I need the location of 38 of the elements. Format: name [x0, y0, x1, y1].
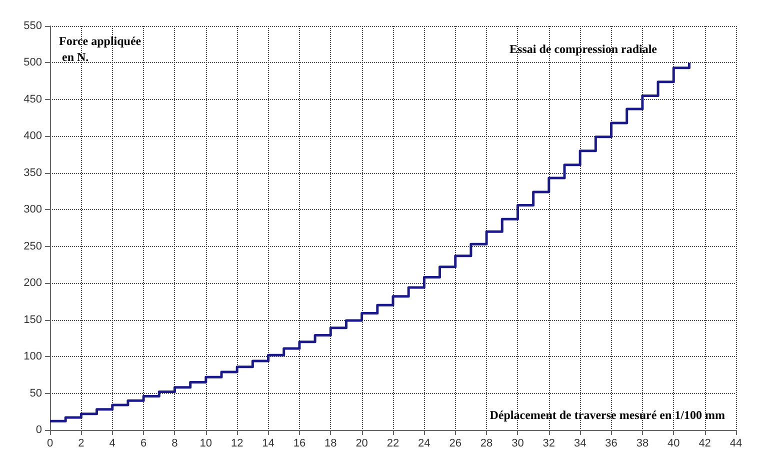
x-tick-label: 30	[512, 438, 524, 450]
x-tick-label: 8	[172, 438, 178, 450]
y-tick-label: 450	[24, 93, 42, 106]
x-tick-label: 22	[386, 438, 400, 450]
x-tick-label: 18	[324, 438, 337, 450]
x-tick-label: 2	[78, 438, 84, 450]
x-tick-label: 12	[230, 438, 244, 450]
x-tick-label: 38	[636, 438, 649, 450]
x-tick-label: 36	[605, 438, 618, 450]
x-tick-label: 20	[356, 438, 368, 450]
x-tick-label: 6	[140, 438, 147, 450]
y-tick-label: 200	[24, 277, 42, 290]
y-tick-label: 150	[24, 314, 42, 326]
y-axis-title: Force appliquée en N.	[59, 34, 142, 64]
y-tick-label: 350	[24, 166, 42, 179]
text: Essai de compression radiale	[510, 42, 658, 56]
x-tick-label: 42	[698, 438, 711, 450]
y-tick-label: 50	[30, 387, 42, 400]
x-tick-label: 14	[262, 438, 274, 450]
y-tick-label: 500	[24, 56, 42, 69]
x-tick-label: 16	[293, 438, 306, 450]
y-tick-label: 550	[24, 20, 42, 32]
x-tick-label: 40	[668, 438, 680, 450]
x-tick-label: 26	[449, 438, 462, 450]
x-tick-label: 24	[418, 438, 430, 450]
x-tick-label: 10	[200, 438, 212, 450]
x-tick-label: 0	[46, 438, 54, 450]
x-axis-title: Déplacement de traverse mesuré en 1/100 mm	[490, 408, 726, 422]
x-tick-label: 28	[480, 438, 493, 450]
x-tick-label: 34	[574, 438, 586, 450]
y-tick-label: 250	[24, 240, 42, 252]
x-tick-label: 44	[730, 438, 742, 450]
x-tick-label: 32	[542, 438, 556, 450]
y-tick-label: 100	[24, 350, 42, 363]
y-tick-label: 0	[36, 424, 42, 436]
y-tick-label: 300	[24, 204, 42, 216]
y-tick-label: 400	[24, 130, 42, 142]
x-tick-label: 4	[109, 438, 116, 450]
